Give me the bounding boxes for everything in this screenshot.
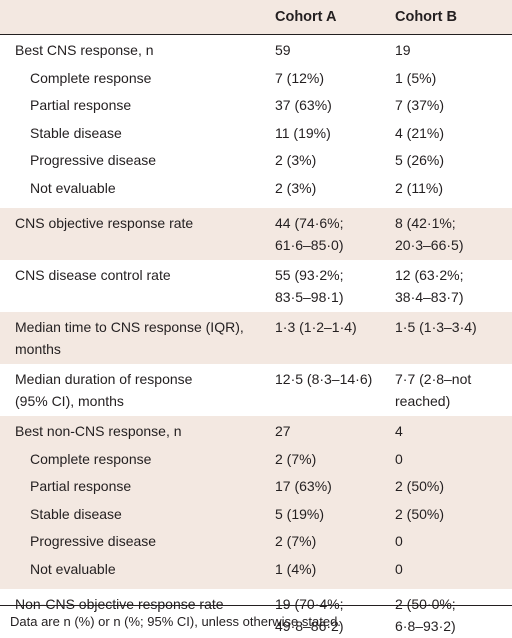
cohort-a-value: 1 (4%): [275, 560, 317, 577]
cohort-a-value: 83·5–98·1): [275, 289, 344, 305]
row-label-continued: (95% CI), months: [15, 393, 124, 409]
cohort-b-value: 0: [395, 560, 403, 577]
cohort-a-value: 17 (63%): [275, 478, 332, 494]
cohort-a-value: 55 (93·2%;: [275, 267, 344, 283]
table-header: Cohort A Cohort B: [0, 0, 512, 34]
table-section: CNS objective response rate 44 (74·6%; 61·…: [0, 208, 512, 260]
table-section: Best CNS response, n 59 19 Complete respons…: [0, 35, 512, 208]
cohort-a-value: 59: [275, 42, 291, 58]
cohort-b-value: 7 (37%): [395, 97, 445, 113]
row-label: Complete response: [30, 69, 152, 86]
column-header-cohort-a: Cohort A: [275, 9, 337, 25]
cohort-b-value: 7·7 (2·8–not: [395, 371, 472, 387]
row-label: Not evaluable: [30, 179, 116, 196]
cohort-b-value: 6·8–93·2): [395, 618, 456, 634]
cohort-a-value: 44 (74·6%;: [275, 215, 344, 231]
cohort-a-value: 2 (3%): [275, 179, 317, 196]
row-label: Best CNS response, n: [15, 42, 154, 58]
cohort-a-value: 27: [275, 423, 291, 439]
row-label: Not evaluable: [30, 560, 116, 577]
row-label: Complete response: [30, 450, 152, 467]
cohort-b-value: 12 (63·2%;: [395, 267, 464, 283]
cohort-b-value: 1 (5%): [395, 69, 437, 86]
row-label: Median time to CNS response (IQR),: [15, 319, 244, 335]
cohort-b-value: 5 (26%): [395, 152, 445, 168]
cohort-b-value: 2 (50%): [395, 505, 445, 522]
cohort-b-value: 2 (50%): [395, 478, 445, 494]
cohort-b-value: 4: [395, 423, 403, 439]
table-section: Non-CNS objective response rate 19 (70·4%…: [0, 589, 512, 638]
row-label: Non-CNS objective response rate: [15, 596, 224, 612]
cohort-b-value: 1·5 (1·3–3·4): [395, 319, 477, 335]
row-label: Best non-CNS response, n: [15, 423, 182, 439]
cohort-b-value: 4 (21%): [395, 124, 445, 141]
cohort-a-value: 1·3 (1·2–1·4): [275, 319, 357, 335]
row-label: Partial response: [30, 97, 132, 113]
row-label: Stable disease: [30, 124, 122, 141]
cohort-a-value: 5 (19%): [275, 505, 325, 522]
row-label: Median duration of response: [15, 371, 193, 387]
cohort-a-value: 19 (70·4%;: [275, 596, 344, 612]
row-label: CNS objective response rate: [15, 215, 194, 231]
cohort-b-value: 19: [395, 42, 411, 58]
cohort-b-value: reached): [395, 393, 451, 409]
cohort-a-value: 2 (3%): [275, 152, 317, 168]
cohort-b-value: 20·3–66·5): [395, 237, 464, 253]
cohort-a-value: 12·5 (8·3–14·6): [275, 371, 373, 387]
table-footnote: Data are n (%) or n (%; 95% CI), unless …: [10, 614, 341, 629]
table-section: Median time to CNS response (IQR), months…: [0, 312, 512, 364]
top-rule: [0, 34, 512, 35]
row-label: CNS disease control rate: [15, 267, 171, 283]
cohort-a-value: 7 (12%): [275, 69, 325, 86]
row-label-continued: months: [15, 341, 61, 357]
cohort-b-value: 38·4–83·7): [395, 289, 464, 305]
row-label: Progressive disease: [30, 152, 157, 168]
cohort-a-value: 11 (19%): [275, 124, 331, 141]
row-label: Stable disease: [30, 505, 122, 522]
column-header-cohort-b: Cohort B: [395, 9, 458, 25]
cohort-b-value: 2 (50·0%;: [395, 596, 456, 612]
table-section: Best non-CNS response, n 27 4 Complete resp…: [0, 416, 512, 589]
row-label: Progressive disease: [30, 533, 157, 549]
row-label: Partial response: [30, 478, 132, 494]
cohort-b-value: 8 (42·1%;: [395, 215, 456, 231]
cohort-a-value: 37 (63%): [275, 97, 332, 113]
cohort-b-value: 0: [395, 450, 403, 467]
cohort-a-value: 49·8–86·2): [275, 618, 344, 634]
table-section: CNS disease control rate 55 (93·2%; 83·5–9…: [0, 260, 512, 312]
cohort-a-value: 2 (7%): [275, 533, 317, 549]
cohort-a-value: 2 (7%): [275, 450, 317, 467]
cohort-a-value: 61·6–85·0): [275, 237, 344, 253]
cohort-b-value: 0: [395, 533, 403, 549]
table-section: Median duration of response (95% CI), mon…: [0, 364, 512, 416]
cohort-b-value: 2 (11%): [395, 179, 443, 196]
bottom-rule: [0, 605, 512, 606]
